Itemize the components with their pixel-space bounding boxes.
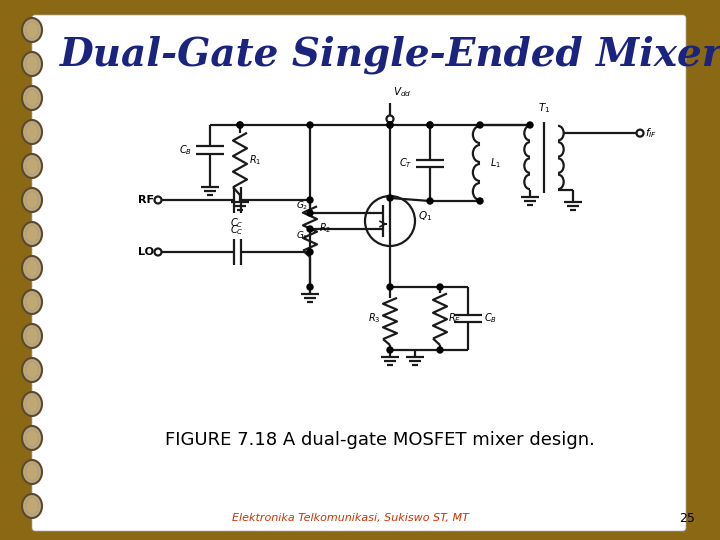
Text: $V_{dd}$: $V_{dd}$ bbox=[393, 85, 411, 99]
Circle shape bbox=[387, 195, 393, 201]
Text: $C_T$: $C_T$ bbox=[399, 156, 412, 170]
Ellipse shape bbox=[22, 460, 42, 484]
Text: $f_{IF}$: $f_{IF}$ bbox=[645, 126, 657, 140]
Text: $C_B$: $C_B$ bbox=[179, 143, 192, 157]
Ellipse shape bbox=[22, 324, 42, 348]
Ellipse shape bbox=[22, 188, 42, 212]
Ellipse shape bbox=[22, 120, 42, 144]
Text: $Q_1$: $Q_1$ bbox=[418, 209, 432, 223]
Text: Dual-Gate Single-Ended Mixer: Dual-Gate Single-Ended Mixer bbox=[60, 36, 720, 75]
Circle shape bbox=[477, 198, 483, 204]
Text: LO: LO bbox=[138, 247, 154, 257]
FancyBboxPatch shape bbox=[32, 15, 686, 531]
Circle shape bbox=[427, 122, 433, 128]
Text: $R_2$: $R_2$ bbox=[319, 221, 331, 235]
Text: $R_E$: $R_E$ bbox=[448, 312, 461, 326]
Text: Elektronika Telkomunikasi, Sukiswo ST, MT: Elektronika Telkomunikasi, Sukiswo ST, M… bbox=[232, 513, 469, 523]
Ellipse shape bbox=[22, 52, 42, 76]
Circle shape bbox=[307, 226, 313, 232]
Text: 25: 25 bbox=[679, 511, 695, 524]
Text: RF: RF bbox=[138, 195, 154, 205]
Circle shape bbox=[237, 122, 243, 128]
Circle shape bbox=[307, 122, 313, 128]
Circle shape bbox=[387, 122, 393, 128]
Circle shape bbox=[636, 130, 644, 137]
Text: $G_1$: $G_1$ bbox=[295, 230, 308, 242]
Ellipse shape bbox=[22, 86, 42, 110]
Circle shape bbox=[437, 284, 443, 290]
Circle shape bbox=[237, 122, 243, 128]
Ellipse shape bbox=[22, 18, 42, 42]
Text: $C_B$: $C_B$ bbox=[484, 312, 497, 326]
Circle shape bbox=[155, 248, 161, 255]
Circle shape bbox=[387, 347, 393, 353]
Ellipse shape bbox=[22, 154, 42, 178]
Circle shape bbox=[155, 197, 161, 204]
Circle shape bbox=[307, 249, 313, 255]
Text: $G_2$: $G_2$ bbox=[296, 199, 308, 212]
Circle shape bbox=[427, 122, 433, 128]
Circle shape bbox=[427, 198, 433, 204]
Circle shape bbox=[307, 284, 313, 290]
Ellipse shape bbox=[22, 358, 42, 382]
Ellipse shape bbox=[22, 426, 42, 450]
Text: FIGURE 7.18 A dual-gate MOSFET mixer design.: FIGURE 7.18 A dual-gate MOSFET mixer des… bbox=[165, 431, 595, 449]
Ellipse shape bbox=[22, 392, 42, 416]
Circle shape bbox=[387, 116, 394, 123]
Circle shape bbox=[477, 122, 483, 128]
Ellipse shape bbox=[22, 222, 42, 246]
Ellipse shape bbox=[22, 494, 42, 518]
Circle shape bbox=[307, 210, 313, 216]
Circle shape bbox=[387, 284, 393, 290]
Circle shape bbox=[307, 197, 313, 203]
Circle shape bbox=[387, 122, 393, 128]
Circle shape bbox=[527, 122, 533, 128]
Ellipse shape bbox=[22, 290, 42, 314]
Text: $T_1$: $T_1$ bbox=[538, 101, 550, 115]
Text: $R_3$: $R_3$ bbox=[369, 312, 381, 326]
Text: $C_C$: $C_C$ bbox=[230, 216, 244, 230]
Circle shape bbox=[437, 347, 443, 353]
Circle shape bbox=[365, 196, 415, 246]
Text: $R_1$: $R_1$ bbox=[249, 153, 261, 167]
Text: $C_C$: $C_C$ bbox=[230, 223, 244, 237]
Text: $L_1$: $L_1$ bbox=[490, 156, 501, 170]
Ellipse shape bbox=[22, 256, 42, 280]
